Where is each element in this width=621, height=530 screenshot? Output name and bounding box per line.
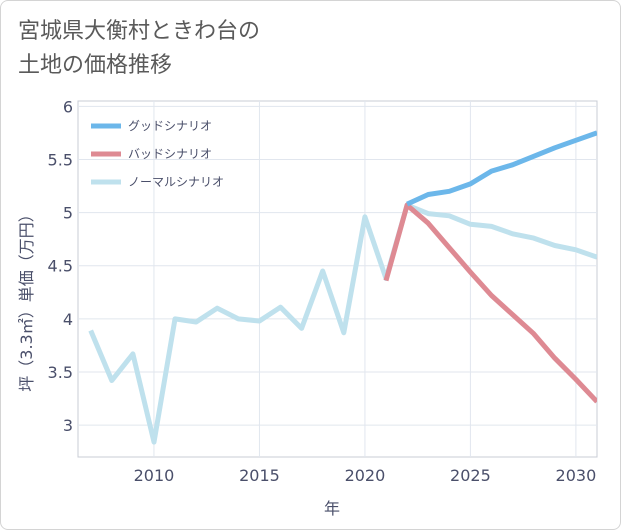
y-tick-label: 4.5 <box>48 257 73 276</box>
x-tick-label: 2030 <box>556 466 597 485</box>
series-line-1 <box>383 202 597 404</box>
chart-title-line-2: 土地の価格推移 <box>18 53 173 78</box>
y-tick-label: 3 <box>63 416 73 435</box>
legend-label-1: バッドシナリオ <box>128 147 212 161</box>
y-tick-label: 3.5 <box>48 363 73 382</box>
series-line-0 <box>406 130 597 207</box>
y-tick-label: 5 <box>63 204 73 223</box>
series-line-2 <box>88 202 597 445</box>
tick-labels: 2010 2015 2020 2025 2030 3 3.5 4 4.5 5 5.5 6 <box>48 97 597 485</box>
y-axis-title: 坪（3.3㎡）単価（万円） <box>17 206 36 391</box>
x-axis-title: 年 <box>324 499 340 518</box>
x-tick-label: 2025 <box>450 466 491 485</box>
chart-title-line-1: 宮城県大衡村ときわ台の <box>18 19 261 44</box>
x-tick-label: 2020 <box>345 466 386 485</box>
y-tick-label: 6 <box>63 97 73 116</box>
x-tick-label: 2015 <box>239 466 280 485</box>
y-tick-label: 5.5 <box>48 150 73 169</box>
series-layer <box>88 130 597 445</box>
legend-label-0: グッドシナリオ <box>128 119 212 133</box>
legend-label-2: ノーマルシナリオ <box>128 175 224 189</box>
x-tick-label: 2010 <box>134 466 175 485</box>
plot-area <box>77 100 598 458</box>
chart-title: 宮城県大衡村ときわ台の 土地の価格推移 <box>18 15 260 83</box>
grid-lines <box>78 101 597 457</box>
y-tick-label: 4 <box>63 310 73 329</box>
